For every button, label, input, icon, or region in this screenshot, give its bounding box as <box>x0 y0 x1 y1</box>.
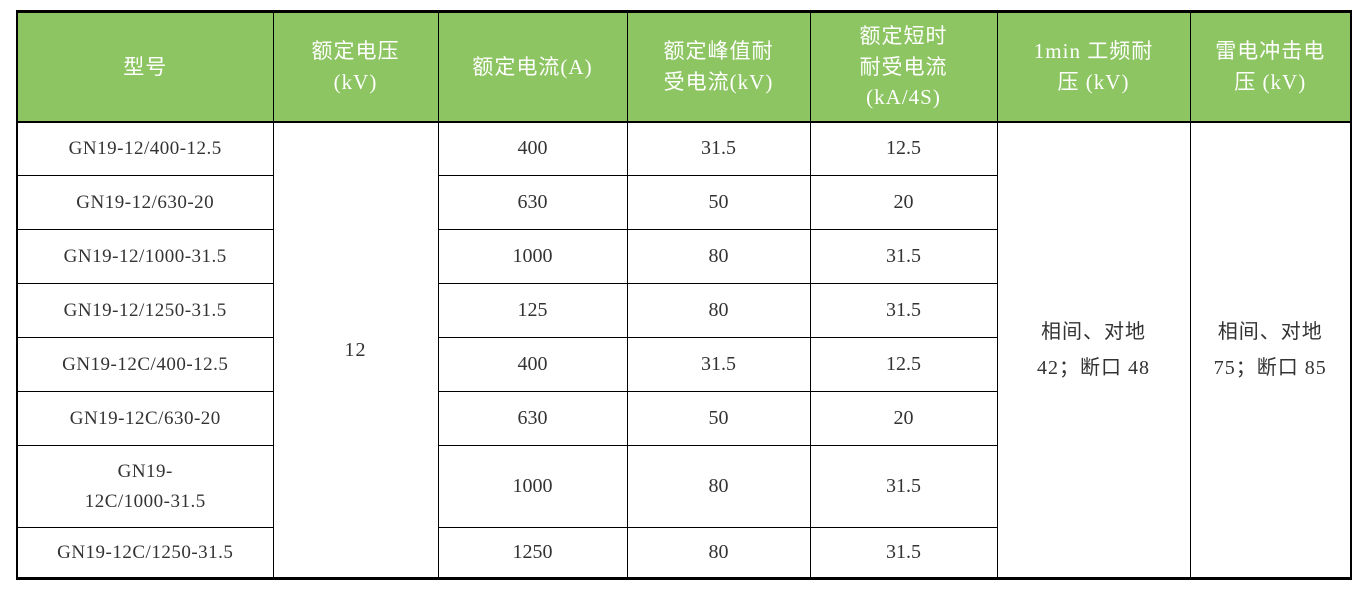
short-cell: 20 <box>809 391 998 446</box>
peak-cell: 80 <box>626 445 811 528</box>
model-cell: GN19-12/630-20 <box>16 175 274 230</box>
table-row: GN19-12C/1250-31.5 1250 80 31.5 <box>16 527 1351 579</box>
current-cell: 125 <box>437 283 628 338</box>
table-header-row: 型号 额定电压 (kV) 额定电流(A) 额定峰值耐 受电流(kV) 额定短时 … <box>16 11 1352 123</box>
short-cell: 31.5 <box>809 445 998 528</box>
short-cell: 31.5 <box>809 229 998 284</box>
model-cell: GN19-12C/1250-31.5 <box>16 527 274 579</box>
table-row: GN19-12/1000-31.5 1000 80 31.5 <box>16 229 1351 284</box>
model-cell: GN19- 12C/1000-31.5 <box>16 445 274 528</box>
current-cell: 630 <box>437 175 628 230</box>
peak-cell: 80 <box>626 229 811 284</box>
peak-cell: 80 <box>626 527 811 579</box>
peak-cell: 31.5 <box>626 121 811 176</box>
model-cell: GN19-12C/630-20 <box>16 391 274 446</box>
model-cell: GN19-12/1250-31.5 <box>16 283 274 338</box>
short-cell: 20 <box>809 175 998 230</box>
spec-table-container: 型号 额定电压 (kV) 额定电流(A) 额定峰值耐 受电流(kV) 额定短时 … <box>16 10 1352 580</box>
table-row: GN19-12C/630-20 630 50 20 <box>16 391 1351 446</box>
lightning-impulse-merged-cell: 相间、对地 75；断口 85 <box>1189 121 1352 579</box>
short-cell: 12.5 <box>809 337 998 392</box>
current-cell: 1000 <box>437 229 628 284</box>
header-rated-current: 额定电流(A) <box>437 11 628 123</box>
current-cell: 1000 <box>437 445 628 528</box>
header-power-frequency-voltage: 1min 工频耐 压 (kV) <box>996 11 1191 123</box>
table-row: GN19-12/1250-31.5 125 80 31.5 <box>16 283 1351 338</box>
current-cell: 1250 <box>437 527 628 579</box>
header-peak-withstand-current: 额定峰值耐 受电流(kV) <box>626 11 811 123</box>
current-cell: 400 <box>437 121 628 176</box>
switch-spec-table: 型号 额定电压 (kV) 额定电流(A) 额定峰值耐 受电流(kV) 额定短时 … <box>16 10 1352 580</box>
model-cell: GN19-12/1000-31.5 <box>16 229 274 284</box>
header-short-time-withstand-current: 额定短时 耐受电流 (kA/4S) <box>809 11 998 123</box>
header-rated-voltage: 额定电压 (kV) <box>272 11 439 123</box>
header-lightning-impulse-voltage: 雷电冲击电 压 (kV) <box>1189 11 1352 123</box>
current-cell: 630 <box>437 391 628 446</box>
header-model: 型号 <box>16 11 274 123</box>
short-cell: 12.5 <box>809 121 998 176</box>
peak-cell: 50 <box>626 175 811 230</box>
table-row: GN19-12/630-20 630 50 20 <box>16 175 1351 230</box>
model-cell: GN19-12C/400-12.5 <box>16 337 274 392</box>
short-cell: 31.5 <box>809 283 998 338</box>
short-cell: 31.5 <box>809 527 998 579</box>
peak-cell: 31.5 <box>626 337 811 392</box>
table-row: GN19- 12C/1000-31.5 1000 80 31.5 <box>16 445 1351 528</box>
model-cell: GN19-12/400-12.5 <box>16 121 274 176</box>
rated-voltage-merged-cell: 12 <box>272 121 439 579</box>
table-row: GN19-12C/400-12.5 400 31.5 12.5 <box>16 337 1351 392</box>
table-row: GN19-12/400-12.5 12 400 31.5 12.5 相间、对地 … <box>16 121 1352 579</box>
peak-cell: 80 <box>626 283 811 338</box>
current-cell: 400 <box>437 337 628 392</box>
peak-cell: 50 <box>626 391 811 446</box>
power-frequency-merged-cell: 相间、对地 42；断口 48 <box>996 121 1191 579</box>
